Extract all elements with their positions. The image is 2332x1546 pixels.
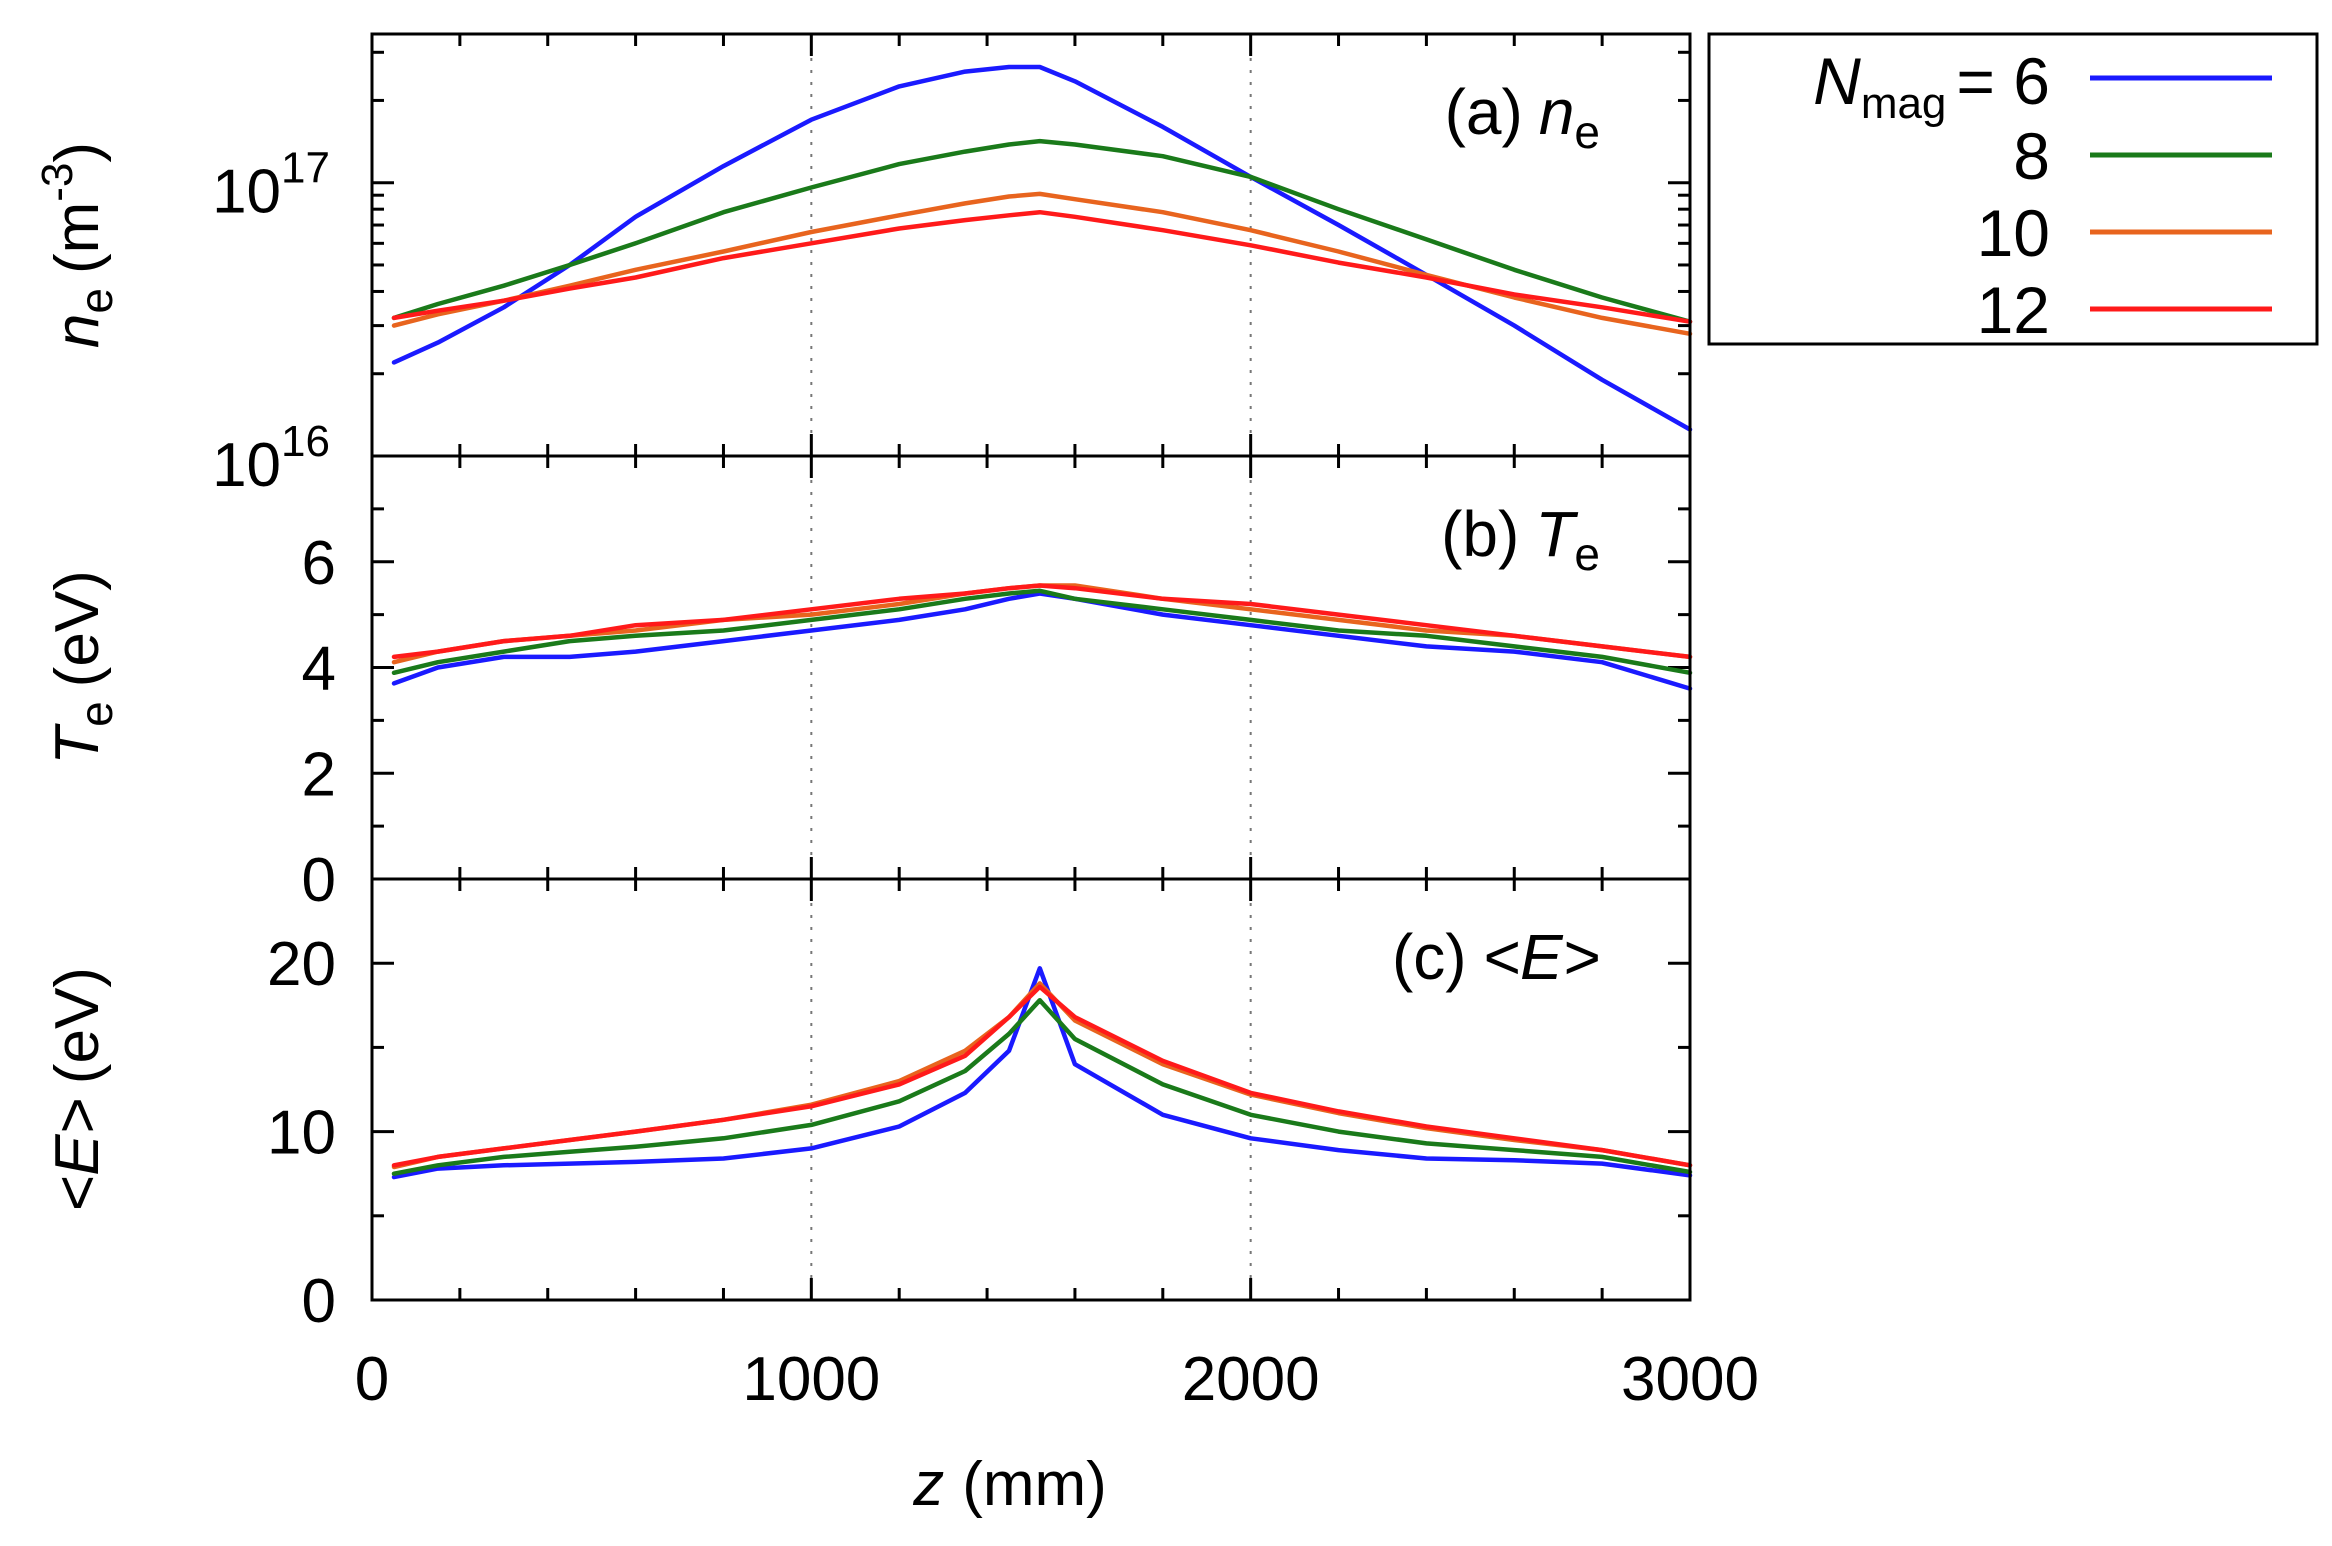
y-tick-label: 1017 <box>212 144 330 227</box>
panel-frame <box>370 877 1692 1302</box>
legend-frame <box>1707 32 2319 346</box>
panel-label-var: T <box>1535 498 1578 570</box>
x-tick-label: 3000 <box>1621 1345 1759 1414</box>
y-tick-label: 20 <box>267 930 336 999</box>
legend-title-sub: mag <box>1861 79 1947 128</box>
panel-label-prefix: (b) <box>1441 498 1519 570</box>
y-tick-exp: 17 <box>281 144 330 193</box>
y-axis-title: Te (eV) <box>43 570 122 765</box>
y-tick-base: 10 <box>212 431 281 500</box>
series-line-10-panel-a <box>391 191 1693 337</box>
panel-label-prefix: (a) <box>1445 76 1523 148</box>
y-tick-label: 0 <box>302 846 336 915</box>
y-axis-units: (eV) <box>43 967 112 1084</box>
y-axis-var: T <box>43 723 112 765</box>
series-line-6-panel-c <box>391 966 1693 1180</box>
panel-label-sub: e <box>1574 528 1600 580</box>
y-axis-title: ne (m-3) <box>33 142 122 348</box>
legend-title-eq: = 6 <box>1956 44 2050 118</box>
y-tick-label: 0 <box>302 1267 336 1336</box>
y-tick-base: 10 <box>212 158 281 227</box>
y-axis-sub: e <box>70 288 122 314</box>
panel-label-var: <E> <box>1483 921 1600 993</box>
x-tick-label: 0 <box>355 1345 389 1414</box>
x-axis-units: (mm) <box>962 1450 1107 1519</box>
panel-label-var: n <box>1539 76 1575 148</box>
y-axis-units-end: ) <box>43 142 112 163</box>
legend-entry-10: 10 <box>1977 196 2272 270</box>
panel-label-sub: e <box>1574 106 1600 158</box>
series-line-12-panel-b <box>391 583 1693 660</box>
series-line-12-panel-a <box>391 209 1693 324</box>
panel-label: (c) <E> <box>1392 921 1600 993</box>
x-axis-title: z (mm) <box>912 1450 1107 1519</box>
x-tick-labels: 0 1000 2000 3000 <box>355 1345 1759 1414</box>
series-line-6-panel-b <box>391 591 1693 691</box>
y-axis-sub: e <box>70 701 122 727</box>
y-tick-label: 4 <box>302 635 336 704</box>
x-axis-variable: z <box>912 1450 944 1519</box>
legend-entry-12: 12 <box>1977 273 2272 347</box>
series-line-8-panel-c <box>391 997 1693 1176</box>
y-axis-units: (eV) <box>43 570 112 687</box>
y-tick-label: 1016 <box>212 417 330 500</box>
y-tick-label: 2 <box>302 740 336 809</box>
y-axis-var: <E> <box>43 1098 112 1212</box>
series-line-12-panel-c <box>391 984 1693 1168</box>
legend-title-var: N <box>1813 44 1861 118</box>
legend-entry-8: 8 <box>2013 119 2272 193</box>
legend-entry-label: 12 <box>1977 273 2050 347</box>
panel-label: (a) ne <box>1445 76 1600 158</box>
y-axis-units: (m <box>43 202 112 274</box>
y-tick-exp: 16 <box>281 417 330 466</box>
y-tick-label: 6 <box>302 529 336 598</box>
legend-entry-label: 10 <box>1977 196 2050 270</box>
x-tick-label: 2000 <box>1182 1345 1320 1414</box>
x-tick-label: 1000 <box>742 1345 880 1414</box>
y-axis-var: n <box>43 314 112 348</box>
legend-entry-label: 8 <box>2013 119 2050 193</box>
panel-label: (b) Te <box>1441 498 1600 580</box>
series-line-8-panel-a <box>391 138 1693 324</box>
legend-title: Nmag = 6 <box>1813 44 2050 128</box>
y-axis-title: <E> (eV) <box>43 967 112 1212</box>
panel-label-prefix: (c) <box>1392 921 1467 993</box>
y-tick-label: 10 <box>267 1099 336 1168</box>
y-axis-units-sup: -3 <box>33 163 82 202</box>
series-line-8-panel-b <box>391 588 1693 676</box>
